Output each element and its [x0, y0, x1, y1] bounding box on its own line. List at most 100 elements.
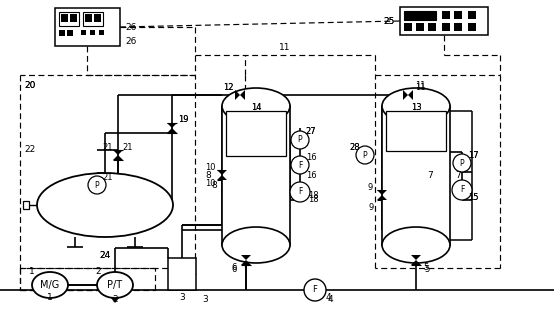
Polygon shape	[241, 260, 251, 265]
Circle shape	[291, 131, 309, 149]
Text: 11: 11	[415, 83, 425, 92]
Text: 25: 25	[383, 17, 395, 26]
Text: P: P	[363, 151, 367, 160]
Text: 5: 5	[423, 263, 429, 272]
Circle shape	[356, 146, 374, 164]
Bar	[81, 30, 86, 35]
Text: 6: 6	[232, 263, 237, 272]
Text: 3: 3	[179, 293, 185, 302]
Text: 12: 12	[223, 83, 233, 92]
Bar	[70, 14, 77, 22]
Text: 19: 19	[178, 116, 188, 125]
Bar	[222, 106, 290, 245]
Bar	[404, 23, 412, 31]
Text: 27: 27	[306, 128, 316, 137]
Text: P/T: P/T	[107, 280, 122, 290]
Text: 27: 27	[306, 128, 316, 137]
Text: 16: 16	[306, 153, 316, 162]
Text: 16: 16	[306, 170, 316, 179]
Text: 28: 28	[350, 143, 360, 152]
Text: 13: 13	[411, 104, 421, 113]
Bar	[428, 23, 436, 31]
Ellipse shape	[382, 227, 450, 263]
Bar	[416, 23, 424, 31]
Text: 25: 25	[383, 17, 395, 26]
Text: 14: 14	[251, 104, 261, 113]
Polygon shape	[240, 90, 245, 100]
Text: P: P	[95, 180, 99, 189]
Bar	[99, 30, 104, 35]
Text: 4: 4	[325, 293, 331, 302]
Polygon shape	[411, 255, 421, 260]
Text: 1: 1	[47, 293, 53, 302]
Text: 13: 13	[411, 104, 421, 113]
Text: M/G: M/G	[40, 280, 60, 290]
Ellipse shape	[222, 227, 290, 263]
Text: F: F	[460, 185, 464, 194]
Bar	[442, 11, 450, 19]
Text: 2: 2	[112, 295, 118, 304]
Ellipse shape	[32, 272, 68, 298]
Bar	[386, 111, 446, 151]
Circle shape	[290, 182, 310, 202]
Text: 18: 18	[307, 195, 319, 204]
Text: 12: 12	[223, 83, 233, 92]
Bar	[23, 201, 29, 209]
Polygon shape	[235, 90, 240, 100]
Bar	[90, 30, 95, 35]
Text: F: F	[312, 285, 317, 294]
Text: 8: 8	[211, 180, 217, 189]
Text: 21: 21	[102, 172, 113, 181]
Bar	[454, 23, 462, 31]
Circle shape	[88, 176, 106, 194]
Text: 6: 6	[232, 265, 237, 274]
Polygon shape	[377, 190, 387, 195]
Bar	[226, 111, 286, 156]
Polygon shape	[241, 255, 251, 260]
Bar	[382, 106, 450, 245]
Polygon shape	[411, 260, 421, 265]
Polygon shape	[403, 90, 408, 100]
Circle shape	[453, 154, 471, 172]
Bar	[454, 11, 462, 19]
Text: 9: 9	[368, 202, 373, 211]
Text: 21: 21	[102, 143, 113, 152]
Polygon shape	[408, 90, 413, 100]
Bar	[59, 30, 65, 36]
Circle shape	[291, 156, 309, 174]
Text: F: F	[298, 187, 302, 196]
Text: 5: 5	[424, 265, 429, 274]
Text: 2: 2	[95, 267, 101, 276]
Text: 14: 14	[251, 104, 261, 113]
Polygon shape	[217, 170, 227, 175]
Circle shape	[304, 279, 326, 301]
Text: 10: 10	[205, 178, 216, 187]
Text: 26: 26	[125, 38, 136, 47]
Bar	[468, 11, 476, 19]
Text: 18: 18	[307, 190, 319, 199]
Polygon shape	[167, 123, 177, 128]
Bar	[61, 14, 68, 22]
Text: 17: 17	[468, 151, 478, 160]
Circle shape	[452, 180, 472, 200]
Ellipse shape	[382, 88, 450, 124]
Bar	[468, 23, 476, 31]
Polygon shape	[113, 150, 123, 155]
Text: 15: 15	[468, 193, 478, 202]
Text: 10: 10	[205, 163, 216, 171]
Text: 19: 19	[178, 116, 188, 125]
Polygon shape	[167, 128, 177, 133]
Text: 7: 7	[427, 170, 433, 179]
Ellipse shape	[97, 272, 133, 298]
Bar	[67, 30, 73, 36]
Bar	[83, 12, 103, 26]
Text: 20: 20	[24, 81, 35, 90]
Polygon shape	[113, 155, 123, 160]
Ellipse shape	[222, 88, 290, 124]
Text: 7: 7	[455, 170, 461, 179]
Text: P: P	[460, 159, 464, 167]
Bar	[94, 14, 101, 22]
Text: 1: 1	[29, 267, 35, 276]
Ellipse shape	[37, 173, 173, 237]
Text: 24: 24	[99, 250, 111, 259]
